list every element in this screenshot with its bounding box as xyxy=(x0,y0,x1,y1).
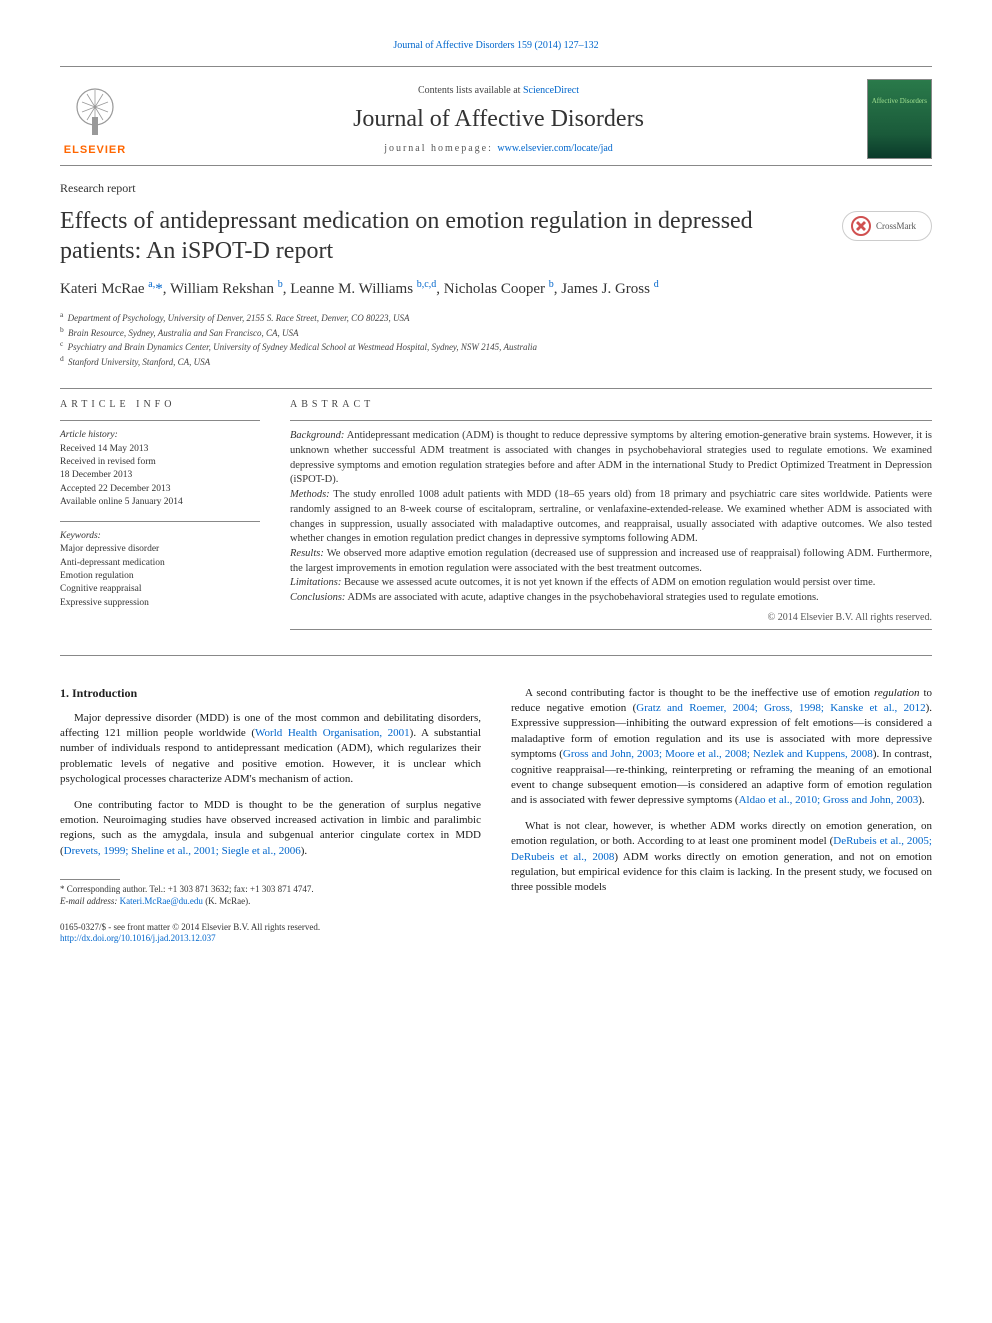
body-paragraph: Major depressive disorder (MDD) is one o… xyxy=(60,711,481,788)
history-line: 18 December 2013 xyxy=(60,469,260,482)
homepage-url[interactable]: www.elsevier.com/locate/jad xyxy=(497,143,612,154)
cover-title-text: Affective Disorders xyxy=(872,98,927,106)
abstract-part: Limitations: Because we assessed acute o… xyxy=(290,576,932,591)
article-info-heading: ARTICLE INFO xyxy=(60,399,260,410)
sciencedirect-link[interactable]: ScienceDirect xyxy=(523,85,579,96)
keywords-label: Keywords: xyxy=(60,530,260,543)
keyword-line: Emotion regulation xyxy=(60,570,260,583)
article-title: Effects of antidepressant medication on … xyxy=(60,206,812,266)
history-line: Available online 5 January 2014 xyxy=(60,496,260,509)
body-paragraph: What is not clear, however, is whether A… xyxy=(511,819,932,896)
abstract-column: ABSTRACT Background: Antidepressant medi… xyxy=(290,399,932,629)
crossmark-icon xyxy=(851,216,871,236)
abstract-part: Conclusions: ADMs are associated with ac… xyxy=(290,591,932,606)
right-column: A second contributing factor is thought … xyxy=(511,686,932,945)
divider xyxy=(60,521,260,522)
article-info-sidebar: ARTICLE INFO Article history: Received 1… xyxy=(60,399,260,629)
elsevier-logo: ELSEVIER xyxy=(60,79,130,159)
history-label: Article history: xyxy=(60,429,260,442)
crossmark-label: CrossMark xyxy=(876,221,916,231)
abstract-copyright: © 2014 Elsevier B.V. All rights reserved… xyxy=(290,612,932,623)
email-label: E-mail address: xyxy=(60,896,120,906)
abstract-part: Results: We observed more adaptive emoti… xyxy=(290,547,932,576)
divider xyxy=(290,629,932,630)
corresponding-author-footnote: * Corresponding author. Tel.: +1 303 871… xyxy=(60,884,481,907)
keyword-line: Anti-depressant medication xyxy=(60,557,260,570)
journal-cover-thumbnail: Affective Disorders xyxy=(867,79,932,159)
body-paragraph: A second contributing factor is thought … xyxy=(511,686,932,809)
affiliations-list: a Department of Psychology, University o… xyxy=(60,310,932,368)
body-two-column: 1. Introduction Major depressive disorde… xyxy=(60,686,932,945)
doi-link[interactable]: http://dx.doi.org/10.1016/j.jad.2013.12.… xyxy=(60,933,216,943)
crossmark-badge[interactable]: CrossMark xyxy=(842,211,932,241)
contents-prefix: Contents lists available at xyxy=(418,85,523,96)
homepage-line: journal homepage: www.elsevier.com/locat… xyxy=(150,143,847,154)
article-type-label: Research report xyxy=(60,181,932,196)
email-suffix: (K. McRae). xyxy=(203,896,250,906)
elsevier-tree-icon xyxy=(70,82,120,144)
affiliation-line: a Department of Psychology, University o… xyxy=(60,310,932,325)
author-email-link[interactable]: Kateri.McRae@du.edu xyxy=(120,896,203,906)
author-list: Kateri McRae a,*, William Rekshan b, Lea… xyxy=(60,278,932,300)
journal-header: ELSEVIER Contents lists available at Sci… xyxy=(60,66,932,166)
history-line: Received 14 May 2013 xyxy=(60,443,260,456)
abstract-part: Methods: The study enrolled 1008 adult p… xyxy=(290,488,932,547)
history-line: Accepted 22 December 2013 xyxy=(60,483,260,496)
divider xyxy=(60,388,932,389)
issn-text: 0165-0327/$ - see front matter © 2014 El… xyxy=(60,922,481,934)
affiliation-line: c Psychiatry and Brain Dynamics Center, … xyxy=(60,339,932,354)
keyword-line: Cognitive reappraisal xyxy=(60,583,260,596)
elsevier-label: ELSEVIER xyxy=(64,144,126,156)
history-line: Received in revised form xyxy=(60,456,260,469)
footnote-divider xyxy=(60,879,120,880)
abstract-text: Background: Antidepressant medication (A… xyxy=(290,429,932,605)
homepage-label: journal homepage: xyxy=(384,143,497,154)
affiliation-line: b Brain Resource, Sydney, Australia and … xyxy=(60,325,932,340)
body-paragraph: One contributing factor to MDD is though… xyxy=(60,798,481,860)
affiliation-line: d Stanford University, Stanford, CA, USA xyxy=(60,354,932,369)
article-history-block: Article history: Received 14 May 2013Rec… xyxy=(60,429,260,509)
keywords-block: Keywords: Major depressive disorderAnti-… xyxy=(60,530,260,610)
divider xyxy=(60,655,932,656)
corresponding-tel-fax: * Corresponding author. Tel.: +1 303 871… xyxy=(60,884,481,896)
keyword-line: Major depressive disorder xyxy=(60,543,260,556)
contents-list-line: Contents lists available at ScienceDirec… xyxy=(150,85,847,96)
divider xyxy=(290,420,932,421)
keyword-line: Expressive suppression xyxy=(60,597,260,610)
top-citation[interactable]: Journal of Affective Disorders 159 (2014… xyxy=(60,40,932,51)
abstract-part: Background: Antidepressant medication (A… xyxy=(290,429,932,488)
left-column: 1. Introduction Major depressive disorde… xyxy=(60,686,481,945)
divider xyxy=(60,420,260,421)
abstract-heading: ABSTRACT xyxy=(290,399,932,410)
issn-copyright-line: 0165-0327/$ - see front matter © 2014 El… xyxy=(60,922,481,945)
introduction-heading: 1. Introduction xyxy=(60,686,481,701)
journal-name: Journal of Affective Disorders xyxy=(150,106,847,133)
